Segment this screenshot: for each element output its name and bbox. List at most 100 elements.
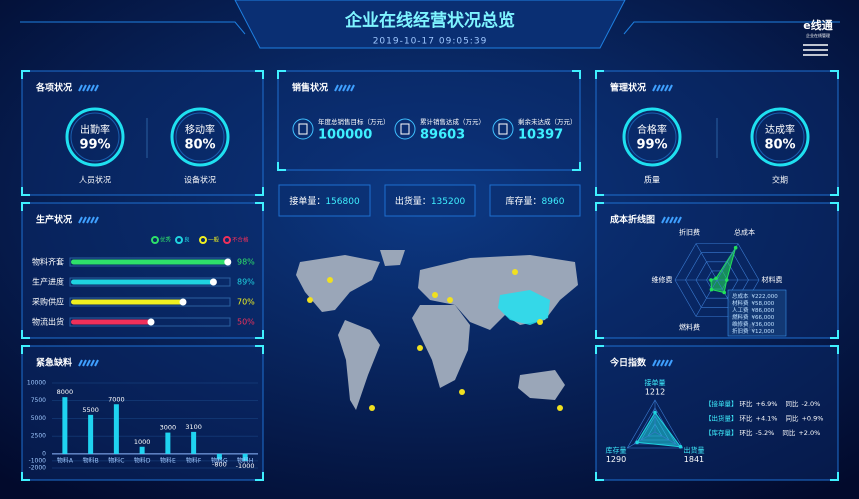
stat-name: 【接单量】	[705, 399, 738, 408]
bar-knob	[224, 258, 232, 266]
legend-label: 一般	[208, 236, 220, 244]
bar	[88, 414, 94, 454]
bar-label: 物料齐套	[32, 257, 64, 267]
panel-corner	[277, 70, 581, 171]
title-stripe	[656, 84, 661, 92]
gauge-value: 80%	[184, 138, 215, 153]
stat-name: 【出货量】	[705, 414, 738, 423]
stat-value: -2.0%	[801, 400, 820, 408]
title-stripe	[665, 216, 670, 224]
title-stripe	[661, 216, 666, 224]
bar	[71, 319, 151, 325]
legend-swatch	[175, 236, 183, 244]
legend-label: 优秀	[160, 236, 172, 244]
gauge-ring	[65, 107, 125, 167]
menu-button[interactable]	[803, 44, 828, 56]
title-stripe	[90, 216, 95, 224]
title-stripe	[82, 216, 87, 224]
counter: 库存量：8960	[506, 195, 565, 207]
counter: 接单量：156800	[289, 195, 360, 207]
radar-axis-label: 折旧费	[679, 227, 700, 236]
radar-point	[714, 276, 718, 281]
radar-point	[635, 440, 639, 445]
stat-value: +4.1%	[756, 415, 778, 423]
bar	[139, 446, 145, 454]
radar-point	[709, 278, 713, 282]
x-tick-label: 物料F	[186, 456, 202, 464]
tooltip-name: 燃料费	[732, 313, 749, 321]
header-frame	[234, 0, 626, 49]
tooltip-value: ¥66,000	[752, 315, 775, 321]
legend-swatch	[223, 236, 231, 244]
gauge-caption: 质量	[644, 175, 660, 185]
panel-title: 生产状况	[36, 214, 72, 226]
title-stripe	[90, 359, 95, 367]
panel-title: 成本折线图	[610, 214, 655, 226]
panel-corner	[21, 202, 264, 339]
sales-icon	[394, 118, 416, 140]
gauge-ring-inner	[70, 112, 120, 162]
panel-corner	[21, 70, 264, 196]
counter-box	[489, 184, 581, 217]
bar-track	[69, 317, 231, 327]
title-stripe	[86, 216, 91, 224]
panel	[277, 70, 581, 171]
bar-value: 3100	[185, 423, 202, 431]
y-tick-label: 2500	[31, 433, 46, 440]
panel-title: 各项状况	[35, 82, 72, 94]
bar	[71, 259, 228, 265]
title-stripe	[673, 216, 678, 224]
stat-value: +6.9%	[756, 400, 778, 408]
gauge-ring	[170, 107, 230, 167]
panel-corner	[595, 202, 839, 339]
bar-label: 生产进度	[32, 277, 64, 287]
panel-corner	[595, 70, 839, 196]
bar-track	[69, 277, 231, 287]
radar-axis-label: 接单量	[645, 378, 666, 387]
bar-value: 5500	[82, 406, 99, 414]
panel-title: 销售状况	[292, 82, 328, 94]
bar-value: 3000	[160, 424, 177, 432]
bar-value: 7000	[108, 395, 125, 403]
stat-value: +2.0%	[798, 429, 820, 437]
bar-label: 采购供应	[32, 297, 64, 307]
x-tick-label: 物料C	[108, 456, 124, 464]
sales-icon	[292, 118, 314, 140]
radar-axis-label: 总成本	[734, 227, 755, 236]
bar	[62, 397, 68, 454]
title-stripe	[656, 359, 661, 367]
counter-label: 接单量：	[289, 195, 325, 207]
bar	[216, 453, 222, 460]
radar-value: 1212	[645, 388, 665, 397]
title-stripe	[668, 359, 673, 367]
bar-label: 物流出货	[32, 317, 64, 327]
radar-point	[653, 410, 657, 415]
panel	[21, 202, 264, 339]
legend-label: 良	[184, 236, 190, 244]
page-title: 企业在线经营状况总览	[344, 10, 515, 31]
radar-point	[678, 444, 683, 449]
panel-title: 管理状况	[610, 82, 646, 94]
radar-axis-label: 出货量	[683, 446, 704, 455]
radar-axis-label: 库存量	[606, 446, 627, 455]
bar-value: 50%	[237, 318, 255, 327]
stat-row: 【出货量】 环比 +4.1% 同比 +0.9%	[705, 414, 823, 423]
sales-value: 100000	[318, 128, 372, 143]
radar-axis-label: 维修费	[652, 275, 673, 284]
header-line	[20, 21, 840, 35]
sales-label: 剩余未达成（万元）	[518, 117, 577, 126]
gauge-label: 达成率	[765, 123, 795, 136]
radar-point	[709, 287, 714, 292]
title-stripe	[660, 359, 665, 367]
title-stripe	[94, 359, 99, 367]
stat-label: 环比	[740, 399, 754, 408]
stat-label: 环比	[740, 414, 754, 423]
counter-label: 库存量：	[506, 195, 542, 207]
title-stripe	[86, 359, 91, 367]
tooltip-value: ¥36,000	[752, 322, 775, 328]
title-stripe	[350, 84, 355, 92]
radar-grid	[626, 399, 684, 449]
bar-track	[69, 297, 231, 307]
